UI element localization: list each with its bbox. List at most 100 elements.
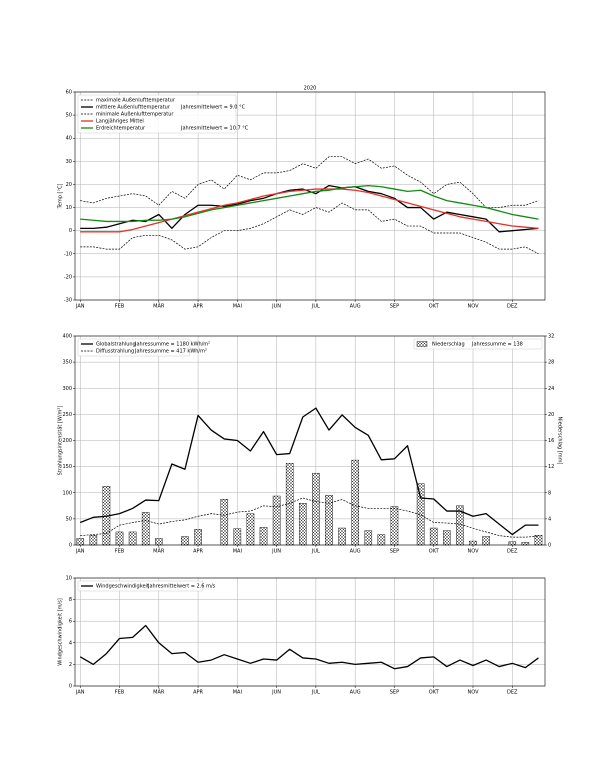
legend-swatch	[416, 341, 428, 347]
x-tick-label: NOV	[467, 690, 479, 696]
x-tick-label: APR	[193, 549, 203, 555]
legend-note: Jahresmittelwert = 9.0 °C	[180, 105, 246, 111]
bar	[443, 530, 451, 546]
bar	[233, 528, 242, 546]
bar	[76, 538, 85, 546]
x-tick-label: FEB	[115, 549, 125, 555]
legend-label: Globalstrahlung	[96, 342, 136, 348]
y-tick-label: 300	[62, 386, 72, 392]
x-tick-label: JUL	[311, 690, 320, 696]
x-tick-label: SEP	[390, 304, 399, 310]
legend-note: Jahresmittelwert = 2.6 m/s	[147, 584, 216, 590]
y-tick-label: 50	[66, 516, 72, 522]
y-tick-label: -10	[64, 251, 72, 257]
series-line	[80, 184, 539, 233]
x-tick-label: JUN	[271, 549, 281, 555]
y-tick-label: 8	[69, 597, 72, 603]
x-tick-label: OKT	[429, 304, 440, 310]
bar	[312, 472, 320, 546]
legend-label: mittlere Außenlufttemperatur	[96, 105, 171, 111]
series-line	[80, 184, 539, 223]
legend-label: maximale Außenlufttemperatur	[96, 98, 176, 104]
plot-frame	[74, 335, 546, 546]
x-tick-label: JUL	[311, 304, 320, 310]
x-tick-label: JUL	[311, 549, 320, 555]
bar	[377, 534, 386, 546]
y-tick-label: 50	[66, 113, 72, 119]
x-tick-label: JUN	[271, 690, 281, 696]
bar	[141, 512, 150, 546]
y-tick-label: 60	[66, 90, 72, 96]
bar	[154, 538, 163, 546]
legend-note: Jahressumme = 138	[471, 342, 523, 348]
bar	[246, 513, 255, 546]
x-tick-label: JAN	[75, 690, 85, 696]
bar	[508, 541, 517, 546]
legend-label: minimale Außenlufttemperatur	[96, 112, 174, 118]
x-tick-label: FEB	[115, 304, 125, 310]
legend-label: Erdreichtemperatur	[96, 126, 146, 132]
bar	[89, 535, 98, 546]
y-tick-label: 400	[62, 334, 72, 340]
bar	[128, 531, 137, 546]
bar	[364, 530, 373, 546]
y2-tick-label: 20	[548, 412, 554, 418]
bar	[534, 535, 543, 546]
y2-tick-label: 8	[548, 490, 551, 496]
x-tick-label: NOV	[467, 549, 479, 555]
series-line	[80, 188, 539, 233]
legend-note: Jahressumme = 417 kWh/m²	[134, 349, 207, 355]
y-tick-label: 40	[66, 136, 72, 142]
y2-tick-label: 0	[548, 543, 551, 549]
bar	[181, 536, 189, 546]
x-tick-label: MÄR	[153, 303, 165, 310]
legend-label: Langjähriges Mittel	[96, 119, 144, 125]
x-tick-label: AUG	[350, 549, 361, 555]
y-axis-label: Temp [°C]	[58, 184, 64, 210]
y2-tick-label: 32	[548, 334, 554, 340]
y2-tick-label: 16	[548, 438, 554, 444]
x-tick-label: OKT	[429, 690, 440, 696]
y2-axis-label: Niederschlag [mm]	[557, 417, 563, 465]
x-tick-label: APR	[193, 690, 203, 696]
y-tick-label: 4	[69, 640, 72, 646]
y-tick-label: 2	[69, 662, 72, 668]
y-tick-label: 0	[69, 684, 72, 690]
y-axis-label: Windgeschwindigkeit [m/s]	[58, 598, 64, 666]
y-tick-label: 0	[69, 228, 72, 234]
y-tick-label: 0	[69, 543, 72, 549]
legend-note: Jahresmittelwert = 10.7 °C	[180, 126, 249, 132]
y-tick-label: 200	[62, 438, 72, 444]
bar	[390, 506, 399, 546]
x-tick-label: MAI	[233, 549, 242, 555]
y-tick-label: 30	[66, 159, 72, 165]
x-tick-label: MAI	[233, 304, 242, 310]
x-tick-label: JAN	[75, 304, 85, 310]
y-tick-label: 150	[62, 464, 72, 470]
x-tick-label: NOV	[467, 304, 479, 310]
y-tick-label: 10	[66, 576, 72, 582]
bar	[351, 459, 359, 546]
y-tick-label: 20	[66, 182, 72, 188]
y-tick-label: 10	[66, 205, 72, 211]
x-tick-label: AUG	[350, 690, 361, 696]
plot-frame	[74, 91, 546, 301]
x-tick-label: JUN	[271, 304, 281, 310]
legend-label: Windgeschwindigkeit	[96, 584, 149, 590]
series-line	[80, 156, 539, 208]
y-tick-label: 6	[69, 619, 72, 625]
legend-box	[77, 338, 191, 357]
y-tick-label: 100	[62, 490, 72, 496]
x-tick-label: MAI	[233, 690, 242, 696]
x-tick-label: MÄR	[153, 689, 165, 696]
legend-box	[77, 580, 204, 592]
y2-tick-label: 12	[548, 464, 554, 470]
legend-box	[413, 338, 543, 350]
x-tick-label: OKT	[429, 549, 440, 555]
bar	[521, 542, 530, 546]
y2-tick-label: 4	[548, 516, 551, 522]
plot-frame	[74, 577, 546, 687]
x-tick-label: DEZ	[507, 690, 518, 696]
